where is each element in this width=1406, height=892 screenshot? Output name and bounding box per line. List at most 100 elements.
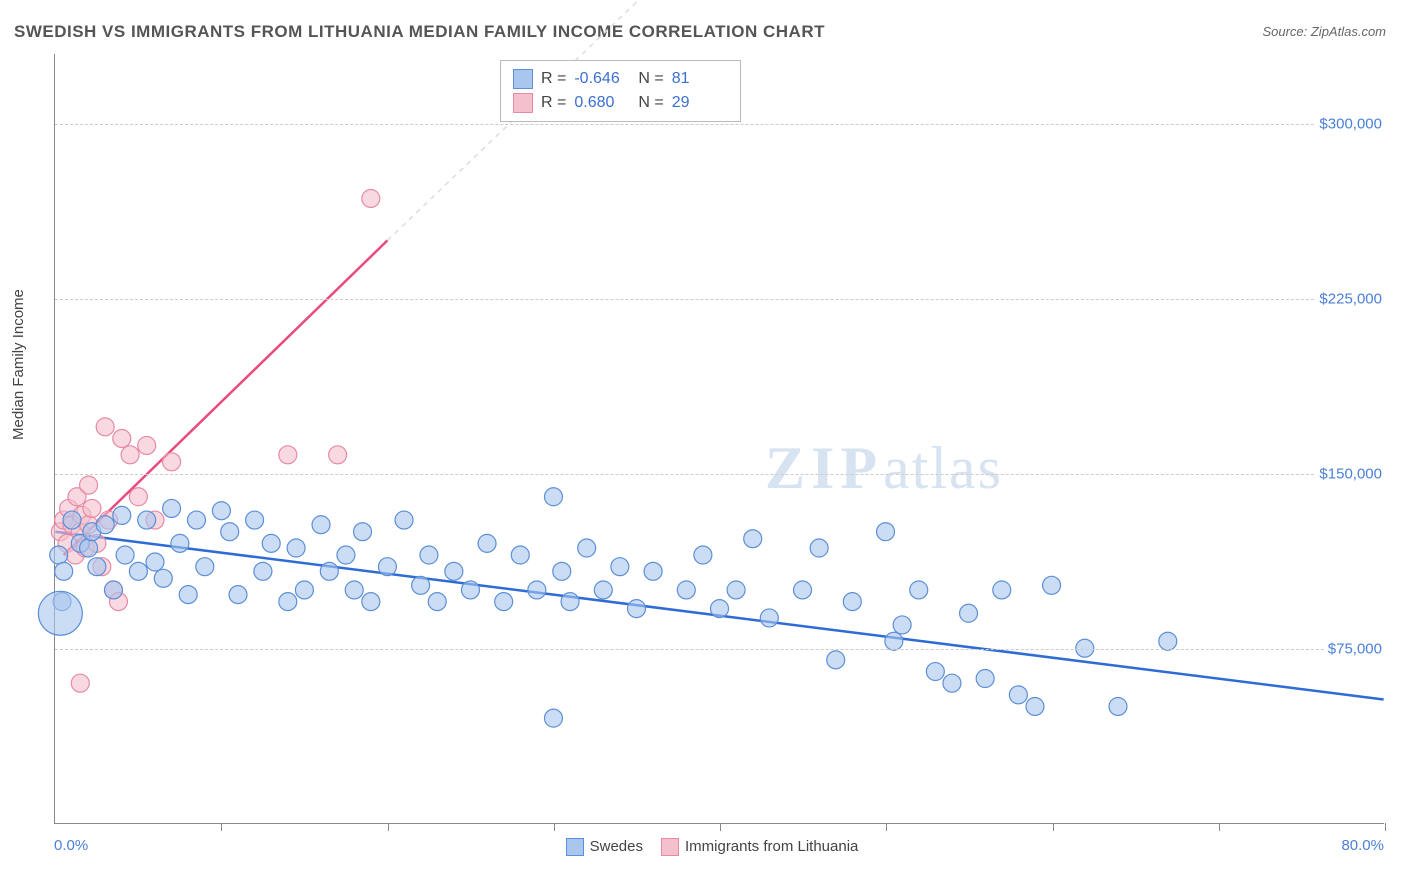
point-swedes <box>810 539 828 557</box>
point-swedes <box>116 546 134 564</box>
x-tick <box>886 823 887 831</box>
r-label: R = <box>541 94 566 112</box>
n-value: 81 <box>672 70 728 88</box>
point-swedes <box>221 523 239 541</box>
point-swedes <box>627 600 645 618</box>
point-swedes <box>320 562 338 580</box>
plot-area: ZIPatlas $75,000$150,000$225,000$300,000 <box>54 54 1384 824</box>
point-lithuania <box>121 446 139 464</box>
point-swedes <box>960 604 978 622</box>
chart-title: SWEDISH VS IMMIGRANTS FROM LITHUANIA MED… <box>14 22 825 42</box>
point-swedes <box>677 581 695 599</box>
correlation-stats-box: R =-0.646N =81R =0.680N =29 <box>500 60 741 122</box>
x-tick <box>720 823 721 831</box>
point-swedes <box>63 511 81 529</box>
r-value: -0.646 <box>574 70 630 88</box>
point-swedes <box>212 502 230 520</box>
point-swedes <box>279 593 297 611</box>
y-tick-label: $225,000 <box>1315 291 1386 308</box>
point-swedes <box>578 539 596 557</box>
gridline <box>55 649 1384 650</box>
legend-label-lithuania: Immigrants from Lithuania <box>685 838 858 855</box>
point-swedes <box>345 581 363 599</box>
point-swedes <box>943 674 961 692</box>
point-swedes <box>843 593 861 611</box>
point-lithuania <box>362 189 380 207</box>
point-swedes <box>188 511 206 529</box>
point-swedes <box>478 534 496 552</box>
point-swedes <box>877 523 895 541</box>
point-swedes <box>976 670 994 688</box>
point-swedes <box>926 663 944 681</box>
point-swedes <box>196 558 214 576</box>
point-swedes-large <box>38 591 82 635</box>
point-swedes <box>163 499 181 517</box>
point-swedes <box>544 488 562 506</box>
point-swedes <box>171 534 189 552</box>
x-tick <box>554 823 555 831</box>
point-lithuania <box>138 437 156 455</box>
scatter-svg <box>55 54 1384 823</box>
point-swedes <box>1026 697 1044 715</box>
legend-label-swedes: Swedes <box>590 838 643 855</box>
point-lithuania <box>279 446 297 464</box>
stats-row: R = -0.646 N = 81 <box>513 67 728 91</box>
point-lithuania <box>96 418 114 436</box>
r-label: R = <box>541 70 566 88</box>
source-attribution: Source: ZipAtlas.com <box>1262 24 1386 39</box>
point-swedes <box>113 506 131 524</box>
point-lithuania <box>329 446 347 464</box>
point-swedes <box>1109 697 1127 715</box>
stats-swatch <box>513 69 533 89</box>
y-axis-label: Median Family Income <box>10 289 27 440</box>
gridline <box>55 474 1384 475</box>
x-tick <box>388 823 389 831</box>
r-value: 0.680 <box>574 94 630 112</box>
x-tick <box>1053 823 1054 831</box>
point-swedes <box>885 632 903 650</box>
point-swedes <box>744 530 762 548</box>
point-swedes <box>179 586 197 604</box>
stats-swatch <box>513 93 533 113</box>
point-swedes <box>644 562 662 580</box>
point-swedes <box>337 546 355 564</box>
point-swedes <box>362 593 380 611</box>
point-swedes <box>262 534 280 552</box>
point-swedes <box>827 651 845 669</box>
point-swedes <box>760 609 778 627</box>
point-swedes <box>511 546 529 564</box>
point-swedes <box>50 546 68 564</box>
point-lithuania <box>80 476 98 494</box>
point-lithuania <box>129 488 147 506</box>
y-tick-label: $300,000 <box>1315 116 1386 133</box>
point-swedes <box>55 562 73 580</box>
point-swedes <box>594 581 612 599</box>
point-swedes <box>129 562 147 580</box>
point-swedes <box>993 581 1011 599</box>
point-swedes <box>445 562 463 580</box>
x-tick <box>221 823 222 831</box>
point-swedes <box>138 511 156 529</box>
point-lithuania <box>71 674 89 692</box>
point-swedes <box>395 511 413 529</box>
point-swedes <box>694 546 712 564</box>
y-tick-label: $75,000 <box>1324 641 1386 658</box>
stats-row: R =0.680N =29 <box>513 91 728 115</box>
n-label: N = <box>638 70 663 88</box>
point-lithuania <box>163 453 181 471</box>
point-swedes <box>254 562 272 580</box>
point-swedes <box>354 523 372 541</box>
point-swedes <box>553 562 571 580</box>
point-swedes <box>711 600 729 618</box>
point-swedes <box>611 558 629 576</box>
x-tick <box>1219 823 1220 831</box>
point-swedes <box>378 558 396 576</box>
point-swedes <box>528 581 546 599</box>
point-swedes <box>412 576 430 594</box>
point-swedes <box>561 593 579 611</box>
point-swedes <box>96 516 114 534</box>
point-swedes <box>495 593 513 611</box>
point-swedes <box>229 586 247 604</box>
point-lithuania <box>113 430 131 448</box>
gridline <box>55 124 1384 125</box>
